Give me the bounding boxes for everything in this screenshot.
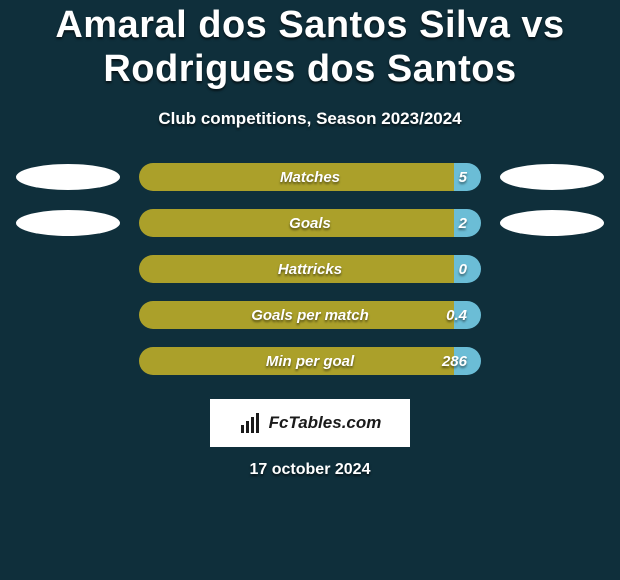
stat-value-player2: 2 — [459, 215, 467, 232]
stat-row-min-per-goal: Min per goal 286 — [10, 347, 610, 375]
stat-label: Hattricks — [139, 261, 481, 278]
stat-label: Matches — [139, 169, 481, 186]
stat-value-player2: 0.4 — [446, 307, 467, 324]
comparison-infographic: Amaral dos Santos Silva vs Rodrigues dos… — [0, 0, 620, 580]
brand-text: FcTables.com — [269, 413, 382, 433]
stat-label: Goals — [139, 215, 481, 232]
stat-value-player2: 286 — [442, 353, 467, 370]
brand-chart-icon — [239, 411, 263, 435]
stat-row-hattricks: Hattricks 0 — [10, 255, 610, 283]
date-text: 17 october 2024 — [0, 461, 620, 479]
page-title: Amaral dos Santos Silva vs Rodrigues dos… — [0, 0, 620, 91]
player2-indicator-ellipse — [500, 210, 604, 236]
stat-value-player2: 5 — [459, 169, 467, 186]
player1-indicator-ellipse — [16, 210, 120, 236]
player2-indicator-ellipse — [500, 164, 604, 190]
player1-indicator-ellipse — [16, 164, 120, 190]
stat-pill: Min per goal 286 — [139, 347, 481, 375]
stat-label: Min per goal — [139, 353, 481, 370]
stat-pill: Goals per match 0.4 — [139, 301, 481, 329]
stat-row-goals: Goals 2 — [10, 209, 610, 237]
stat-row-matches: Matches 5 — [10, 163, 610, 191]
stat-rows: Matches 5 Goals 2 Hattricks 0 — [0, 163, 620, 375]
stat-label: Goals per match — [139, 307, 481, 324]
stat-value-player2: 0 — [459, 261, 467, 278]
brand-badge: FcTables.com — [210, 399, 410, 447]
stat-pill: Goals 2 — [139, 209, 481, 237]
stat-pill: Matches 5 — [139, 163, 481, 191]
stat-row-goals-per-match: Goals per match 0.4 — [10, 301, 610, 329]
subtitle: Club competitions, Season 2023/2024 — [0, 109, 620, 129]
stat-pill: Hattricks 0 — [139, 255, 481, 283]
